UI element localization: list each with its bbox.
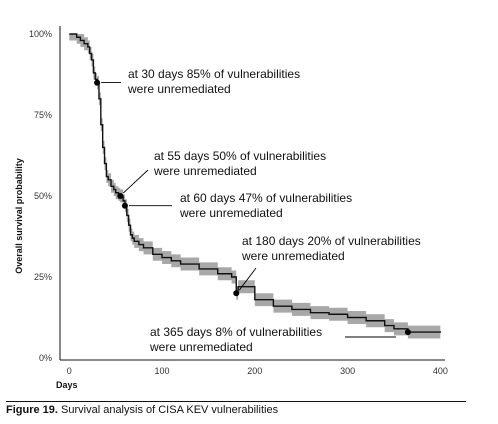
caption-text: Survival analysis of CISA KEV vulnerabil… [57,404,279,416]
x-tick-label: 200 [247,366,262,376]
annotation-text: at 55 days 50% of vulnerabilities [154,149,326,163]
annotation-leader [122,169,149,194]
annotation-text: were unremediated [127,82,231,96]
x-axis-title: Days [56,380,78,390]
y-axis-title: Overall survival probability [14,158,24,274]
y-tick-label: 75% [34,110,52,120]
annotation-text: were unremediated [179,206,283,220]
annotation-text: at 365 days 8% of vulnerabilities [150,325,322,339]
annotation-text: were unremediated [153,164,257,178]
survival-marker [121,202,128,209]
x-tick-label: 300 [340,366,355,376]
caption-label: Figure 19. [6,404,58,416]
marker-layer [94,79,411,336]
survival-marker [233,290,240,297]
annotation-text: at 30 days 85% of vulnerabilities [128,67,300,81]
y-tick-label: 25% [34,272,52,282]
caption-divider [6,401,466,402]
confidence-band [69,34,441,340]
annotation-text: were unremediated [241,249,345,263]
annotation-text: at 60 days 47% of vulnerabilities [180,191,352,205]
y-tick-label: 0% [39,353,52,363]
x-tick-label: 400 [433,366,448,376]
survival-marker [404,329,411,336]
y-tick-label: 50% [34,191,52,201]
axis-layer: 0% 25% 50% 75% 100% 0 100 200 300 400 Days Overall … [14,26,448,390]
survival-line-layer [69,33,442,333]
survival-line [69,33,442,333]
annotation-leader [238,267,257,291]
annotation-text: were unremediated [149,340,253,354]
y-tick-label: 100% [29,29,52,39]
chart-svg: 0% 25% 50% 75% 100% 0 100 200 300 400 Days Overall … [14,26,448,390]
confidence-band-layer [69,34,441,340]
annotation-text: at 180 days 20% of vulnerabilities [242,234,421,248]
figure-caption: Figure 19. Survival analysis of CISA KEV… [6,404,278,416]
x-tick-label: 0 [67,366,72,376]
survival-marker [94,79,101,86]
x-tick-label: 100 [155,366,170,376]
survival-marker [117,193,124,199]
